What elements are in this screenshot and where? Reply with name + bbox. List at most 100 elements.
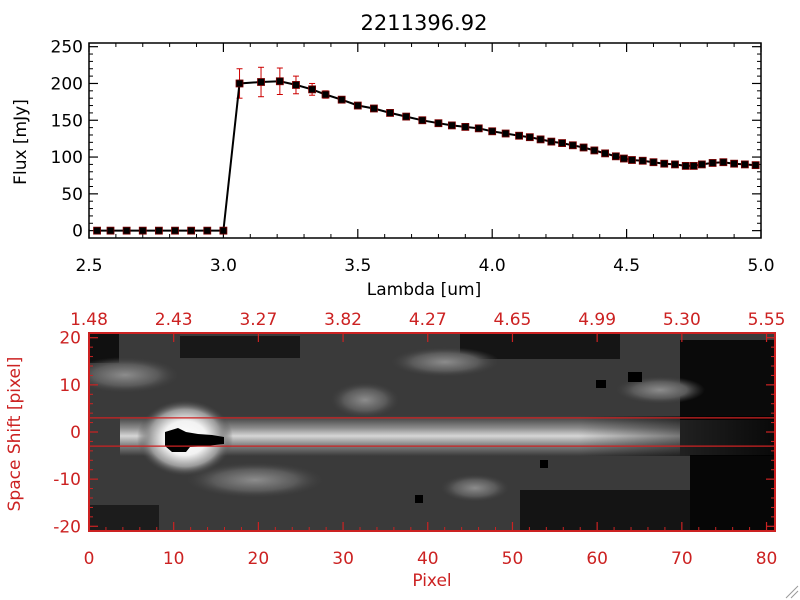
data-point [257, 78, 265, 86]
y-tick-label: -10 [53, 470, 81, 490]
faint-blob [440, 474, 510, 502]
data-point [370, 104, 378, 113]
x-tick-label: 70 [671, 549, 693, 569]
data-point [106, 226, 115, 235]
flux-spectrum-chart: 2211396.92 2.5 3.0 3.5 4.0 4.5 5.0 0501001502… [11, 11, 775, 300]
y-tick-label: 10 [59, 376, 81, 396]
data-point [171, 226, 179, 235]
y-tick-label: 20 [59, 329, 81, 349]
data-point [620, 154, 628, 163]
top-y-axis-ticks: 0 50 100 150 200 250 [51, 38, 761, 242]
y-tick-label: 100 [51, 148, 83, 168]
data-point [353, 101, 362, 110]
data-point [536, 135, 545, 144]
data-point [740, 160, 749, 169]
top-tick-label: 4.27 [409, 310, 447, 330]
top-tick-label: 4.99 [578, 310, 616, 330]
flux-series-line [97, 80, 756, 232]
dark-region [520, 490, 690, 531]
data-point [515, 131, 523, 140]
top-y-axis-label: Flux [mJy] [11, 99, 31, 185]
data-point [611, 152, 620, 161]
data-point [122, 226, 131, 235]
data-point [434, 119, 443, 128]
data-point [93, 226, 101, 235]
top-tick-label: 3.27 [239, 310, 277, 330]
data-point [386, 109, 394, 117]
x-tick-label: 4.0 [479, 256, 506, 276]
x-tick-label: 60 [586, 549, 608, 569]
data-point [671, 160, 679, 169]
data-point [488, 127, 497, 136]
y-tick-label: 0 [72, 222, 83, 242]
data-point [275, 77, 284, 86]
bottom-x-axis-ticks: 0 10 20 30 40 50 60 70 80 [84, 522, 778, 569]
x-tick-label: 3.0 [210, 256, 237, 276]
data-point [154, 226, 163, 235]
top-tick-label: 4.65 [494, 310, 532, 330]
data-point [638, 156, 647, 165]
data-point [751, 161, 760, 170]
bottom-y-axis-ticks: -20 -10 0 10 20 [53, 329, 775, 537]
bottom-y-axis-label: Space Shift [pixel] [5, 357, 25, 512]
faint-blob [89, 357, 180, 393]
y-tick-label: 0 [70, 423, 81, 443]
data-point [402, 112, 411, 121]
data-point [719, 158, 728, 167]
x-tick-label: 40 [417, 549, 439, 569]
data-point [558, 139, 566, 147]
data-point [730, 159, 739, 168]
top-x-axis-label: Lambda [um] [367, 280, 481, 300]
x-tick-label: 5.0 [747, 256, 774, 276]
resize-grip-icon[interactable] [785, 585, 799, 599]
data-point [628, 156, 636, 164]
flux-series-markers [93, 77, 760, 235]
data-point [138, 226, 147, 235]
dark-region [89, 505, 159, 531]
y-tick-label: 50 [61, 185, 83, 205]
data-point [219, 226, 228, 235]
x-tick-label: 10 [163, 549, 185, 569]
data-point [649, 158, 658, 167]
data-point [590, 146, 599, 155]
data-point [568, 141, 577, 150]
x-tick-label: 2.5 [75, 256, 102, 276]
noise-pixel [628, 372, 642, 382]
top-x-axis-ticks: 2.5 3.0 3.5 4.0 4.5 5.0 [75, 43, 775, 276]
data-point [547, 137, 556, 146]
data-point [660, 159, 669, 168]
top-plot-frame [88, 42, 762, 239]
space-shift-heatmap: 0 10 20 30 40 50 60 70 80 -20 -10 0 10 20 1.48 2.43 3.… [5, 310, 785, 591]
data-point [689, 161, 698, 170]
noise-pixel [415, 495, 423, 503]
top-tick-label: 3.82 [324, 310, 362, 330]
data-point [187, 226, 196, 235]
y-tick-label: 150 [51, 111, 83, 131]
data-point [292, 81, 300, 89]
data-point [418, 116, 427, 125]
noise-pixel [596, 380, 606, 388]
data-point [235, 79, 244, 88]
data-point [601, 149, 609, 158]
dark-region [680, 340, 775, 420]
heatmap-image [89, 333, 775, 531]
data-point [461, 122, 470, 131]
top-tick-label: 2.43 [155, 310, 193, 330]
x-tick-label: 50 [502, 549, 524, 569]
chart-title: 2211396.92 [361, 11, 488, 35]
top-tick-label: 5.30 [663, 310, 701, 330]
error-bars [236, 66, 759, 168]
x-tick-label: 0 [84, 549, 95, 569]
y-tick-label: 200 [51, 74, 83, 94]
noise-pixel [540, 460, 548, 468]
top-tick-label: 1.48 [70, 310, 108, 330]
data-point [474, 124, 483, 133]
data-point [203, 226, 212, 235]
data-point [447, 121, 456, 130]
x-tick-label: 3.5 [344, 256, 371, 276]
data-point [708, 159, 717, 167]
dark-region [180, 336, 300, 358]
x-tick-label: 80 [756, 549, 778, 569]
x-tick-label: 30 [332, 549, 354, 569]
data-point [501, 129, 510, 138]
